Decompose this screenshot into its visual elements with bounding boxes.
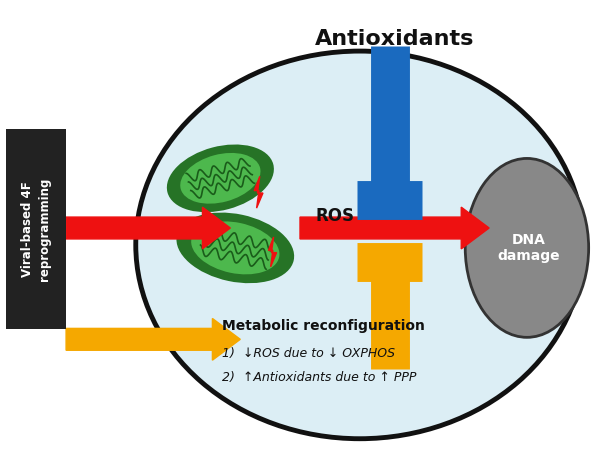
FancyArrow shape (66, 318, 240, 360)
Ellipse shape (136, 51, 584, 439)
Text: ROS: ROS (316, 207, 355, 225)
Text: 2)  ↑Antioxidants due to ↑ PPP: 2) ↑Antioxidants due to ↑ PPP (223, 371, 417, 384)
FancyBboxPatch shape (7, 129, 66, 329)
Text: DNA
damage: DNA damage (497, 233, 560, 263)
Ellipse shape (180, 153, 260, 204)
Text: Viral-based 4F
reprogramming: Viral-based 4F reprogramming (21, 177, 51, 281)
Polygon shape (254, 176, 263, 208)
FancyArrow shape (300, 207, 489, 249)
Ellipse shape (176, 213, 294, 283)
Text: Metabolic reconfiguration: Metabolic reconfiguration (223, 319, 425, 333)
Text: 1)  ↓ROS due to ↓ OXPHOS: 1) ↓ROS due to ↓ OXPHOS (223, 347, 395, 360)
FancyArrow shape (66, 207, 230, 249)
Polygon shape (268, 237, 277, 267)
Text: Antioxidants: Antioxidants (315, 29, 474, 49)
Ellipse shape (191, 221, 280, 274)
Ellipse shape (167, 144, 274, 212)
Ellipse shape (465, 158, 589, 338)
